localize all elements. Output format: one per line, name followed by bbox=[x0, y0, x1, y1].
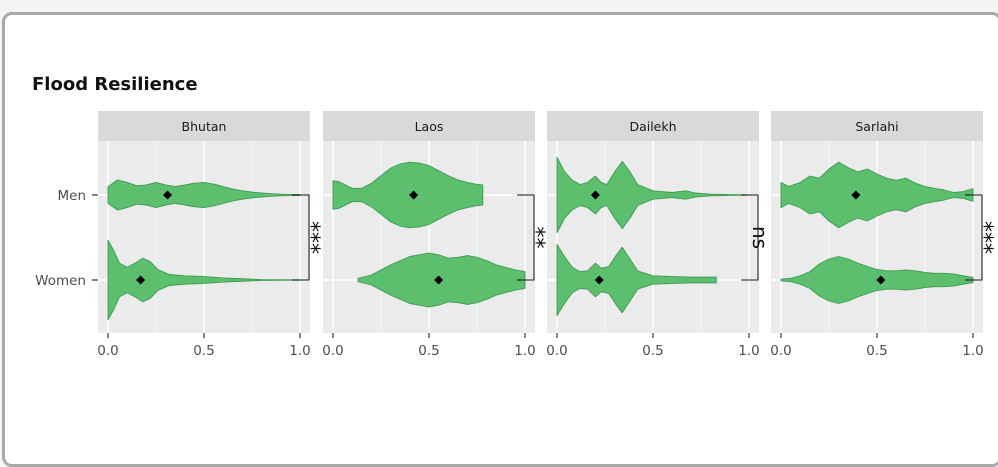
significance-label-sarlahi: *** bbox=[971, 221, 996, 254]
x-tick-label: 0.5 bbox=[642, 343, 663, 359]
violin-laos-men bbox=[332, 161, 484, 229]
violin-sarlahi-men bbox=[780, 161, 974, 229]
y-tick-label-men: Men bbox=[57, 188, 86, 204]
facet-panels: Men Women Bhutan *** 0.0 0.5 1.0 Laos ** 0.0 0.5 1.… bbox=[35, 111, 996, 359]
mean-marker-laos-women bbox=[434, 275, 444, 285]
y-tick-label-women: Women bbox=[35, 273, 86, 289]
mean-marker-sarlahi-women bbox=[876, 275, 886, 285]
x-tick-label: 1.0 bbox=[738, 343, 759, 359]
mean-marker-sarlahi-men bbox=[851, 190, 861, 200]
x-tick-label: 1.0 bbox=[514, 343, 535, 359]
chart-title: Flood Resilience bbox=[32, 74, 198, 95]
x-tick-label: 0.5 bbox=[418, 343, 439, 359]
x-tick-label: 0.0 bbox=[97, 343, 118, 359]
significance-bracket-bhutan bbox=[292, 194, 310, 281]
mean-marker-dailekh-women bbox=[594, 275, 604, 285]
x-tick-label: 0.0 bbox=[770, 343, 791, 359]
mean-marker-dailekh-men bbox=[590, 190, 600, 200]
significance-bracket-laos bbox=[517, 194, 535, 281]
x-tick-label: 1.0 bbox=[962, 343, 983, 359]
mean-marker-laos-men bbox=[409, 190, 419, 200]
significance-bracket-sarlahi bbox=[965, 194, 983, 281]
violin-dailekh-women bbox=[556, 243, 717, 317]
significance-label-bhutan: *** bbox=[298, 221, 323, 254]
x-tick-label: 0.5 bbox=[866, 343, 887, 359]
significance-bracket-dailekh bbox=[741, 194, 759, 281]
facet-label-bhutan: Bhutan bbox=[182, 119, 227, 134]
mean-marker-bhutan-women bbox=[136, 275, 146, 285]
significance-label-laos: ** bbox=[523, 227, 548, 249]
facet-strip-bhutan bbox=[98, 111, 310, 141]
x-tick-label: 0.0 bbox=[322, 343, 343, 359]
x-tick-label: 1.0 bbox=[289, 343, 310, 359]
facet-strip-dailekh bbox=[547, 111, 759, 141]
facet-label-dailekh: Dailekh bbox=[629, 119, 676, 134]
facet-strip-laos bbox=[323, 111, 535, 141]
x-tick-label: 0.0 bbox=[546, 343, 567, 359]
facet-strip-sarlahi bbox=[771, 111, 983, 141]
x-tick-label: 0.5 bbox=[193, 343, 214, 359]
facet-label-sarlahi: Sarlahi bbox=[855, 119, 898, 134]
mean-marker-bhutan-men bbox=[163, 190, 173, 200]
significance-label-dailekh: ns bbox=[748, 226, 772, 249]
facet-label-laos: Laos bbox=[415, 119, 444, 134]
